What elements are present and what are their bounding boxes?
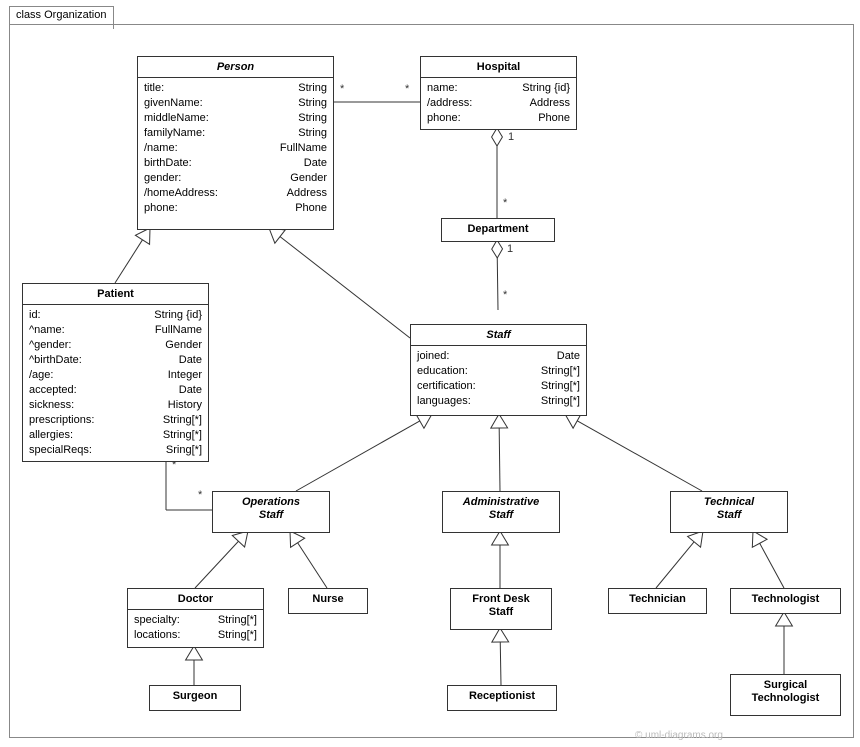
attribute-row: prescriptions:String[*]: [29, 413, 202, 428]
class-attributes: id:String {id}^name:FullName^gender:Gend…: [23, 305, 208, 461]
class-nurse: Nurse: [288, 588, 368, 614]
class-opsstaff: OperationsStaff: [212, 491, 330, 533]
attribute-row: allergies:String[*]: [29, 428, 202, 443]
class-surgtech: SurgicalTechnologist: [730, 674, 841, 716]
attribute-row: specialty:String[*]: [134, 613, 257, 628]
attribute-row: sickness:History: [29, 398, 202, 413]
attribute-row: name:String {id}: [427, 81, 570, 96]
class-title: Staff: [411, 325, 586, 346]
attribute-row: id:String {id}: [29, 308, 202, 323]
class-patient: Patientid:String {id}^name:FullName^gend…: [22, 283, 209, 462]
class-title: Patient: [23, 284, 208, 305]
class-frontdesk: Front DeskStaff: [450, 588, 552, 630]
class-person: Persontitle:StringgivenName:Stringmiddle…: [137, 56, 334, 230]
attribute-row: specialReqs:Sring[*]: [29, 443, 202, 458]
class-title: SurgicalTechnologist: [731, 675, 840, 709]
attribute-row: ^gender:Gender: [29, 338, 202, 353]
attribute-row: accepted:Date: [29, 383, 202, 398]
class-title: OperationsStaff: [213, 492, 329, 526]
attribute-row: ^birthDate:Date: [29, 353, 202, 368]
class-adminstaff: AdministrativeStaff: [442, 491, 560, 533]
class-title: Surgeon: [150, 686, 240, 706]
attribute-row: givenName:String: [144, 96, 327, 111]
class-surgeon: Surgeon: [149, 685, 241, 711]
class-doctor: Doctorspecialty:String[*]locations:Strin…: [127, 588, 264, 648]
attribute-row: phone:Phone: [144, 201, 327, 216]
class-hospital: Hospitalname:String {id}/address:Address…: [420, 56, 577, 130]
attribute-row: languages:String[*]: [417, 394, 580, 409]
class-technologist: Technologist: [730, 588, 841, 614]
attribute-row: ^name:FullName: [29, 323, 202, 338]
class-attributes: specialty:String[*]locations:String[*]: [128, 610, 263, 646]
class-receptionist: Receptionist: [447, 685, 557, 711]
class-title: Person: [138, 57, 333, 78]
watermark: © uml-diagrams.org: [635, 730, 723, 741]
class-department: Department: [441, 218, 555, 242]
class-title: Doctor: [128, 589, 263, 610]
class-title: AdministrativeStaff: [443, 492, 559, 526]
class-attributes: title:StringgivenName:StringmiddleName:S…: [138, 78, 333, 219]
class-title: Receptionist: [448, 686, 556, 706]
class-staff: Staffjoined:Dateeducation:String[*]certi…: [410, 324, 587, 416]
attribute-row: certification:String[*]: [417, 379, 580, 394]
attribute-row: /age:Integer: [29, 368, 202, 383]
attribute-row: joined:Date: [417, 349, 580, 364]
class-attributes: joined:Dateeducation:String[*]certificat…: [411, 346, 586, 412]
class-attributes: name:String {id}/address:Addressphone:Ph…: [421, 78, 576, 129]
attribute-row: /homeAddress:Address: [144, 186, 327, 201]
attribute-row: middleName:String: [144, 111, 327, 126]
class-title: TechnicalStaff: [671, 492, 787, 526]
class-title: Nurse: [289, 589, 367, 609]
class-title: Front DeskStaff: [451, 589, 551, 623]
attribute-row: phone:Phone: [427, 111, 570, 126]
uml-diagram-canvas: class Organization*1*1****Persontitle:St…: [0, 0, 860, 747]
attribute-row: gender:Gender: [144, 171, 327, 186]
attribute-row: /name:FullName: [144, 141, 327, 156]
class-technician: Technician: [608, 588, 707, 614]
attribute-row: title:String: [144, 81, 327, 96]
class-techstaff: TechnicalStaff: [670, 491, 788, 533]
class-title: Hospital: [421, 57, 576, 78]
attribute-row: /address:Address: [427, 96, 570, 111]
class-title: Technician: [609, 589, 706, 609]
attribute-row: familyName:String: [144, 126, 327, 141]
attribute-row: education:String[*]: [417, 364, 580, 379]
attribute-row: locations:String[*]: [134, 628, 257, 643]
class-title: Department: [442, 219, 554, 239]
class-title: Technologist: [731, 589, 840, 609]
attribute-row: birthDate:Date: [144, 156, 327, 171]
